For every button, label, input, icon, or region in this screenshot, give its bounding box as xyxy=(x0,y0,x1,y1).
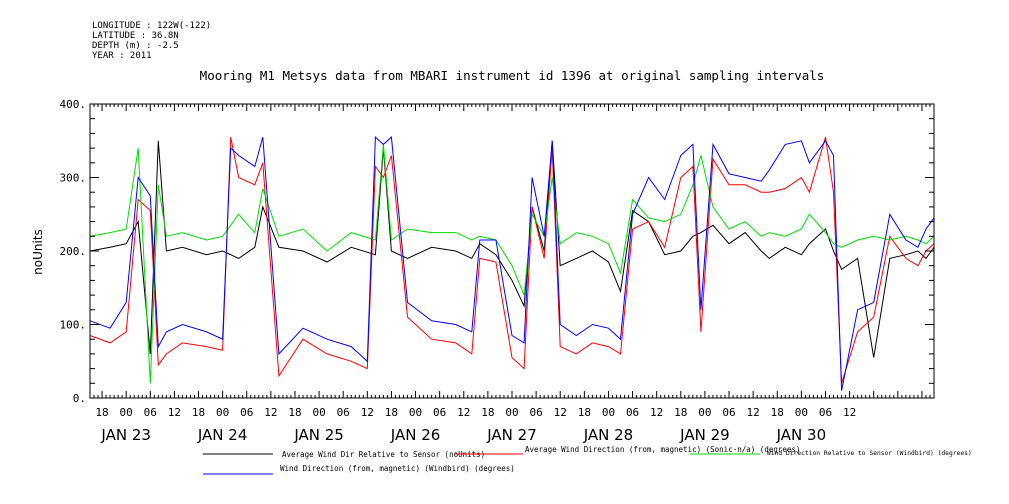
x-hour-label: 00 xyxy=(698,406,711,419)
x-hour-label: 12 xyxy=(361,406,374,419)
y-tick-label: 300. xyxy=(60,172,87,185)
x-date-label: JAN 28 xyxy=(583,426,634,444)
x-hour-label: 00 xyxy=(216,406,229,419)
plot-frame xyxy=(89,103,935,399)
legend: Average Wind Dir Relative to Sensor (noU… xyxy=(203,445,972,475)
legend-label: Wind Direction (from, magnetic) (Windbir… xyxy=(280,464,515,473)
x-date-label: JAN 29 xyxy=(679,426,730,444)
x-hour-label: 06 xyxy=(240,406,253,419)
y-axis-label: noUnits xyxy=(31,229,45,275)
x-hour-label: 00 xyxy=(312,406,325,419)
legend-label: Wind Direction Relative to Sensor (Windb… xyxy=(767,450,972,457)
series-line-1 xyxy=(89,140,935,358)
y-tick-label: 0. xyxy=(73,392,86,405)
series-line-4 xyxy=(89,136,935,391)
x-hour-label: 00 xyxy=(120,406,133,419)
x-hour-label: 18 xyxy=(192,406,205,419)
x-hour-label: 12 xyxy=(264,406,277,419)
x-date-label: JAN 25 xyxy=(293,426,344,444)
series-line-3 xyxy=(89,144,935,384)
x-hour-label: 18 xyxy=(288,406,301,419)
x-hour-label: 12 xyxy=(650,406,663,419)
y-tick-label: 200. xyxy=(60,245,87,258)
x-hour-label: 06 xyxy=(529,406,542,419)
x-hour-label: 00 xyxy=(602,406,615,419)
legend-label: Average Wind Dir Relative to Sensor (noU… xyxy=(282,450,485,459)
latitude-label: LATITUDE : 36.8N xyxy=(92,31,179,41)
x-hour-label: 06 xyxy=(819,406,832,419)
x-hour-label: 18 xyxy=(385,406,398,419)
series-line-2 xyxy=(89,136,935,384)
axes-layer: 0. 100. 200. 300. 400. 18 00 06 12 18 00 06 12 18 00 06… xyxy=(60,98,935,444)
x-hour-label: 18 xyxy=(481,406,494,419)
year-label: YEAR : 2011 xyxy=(92,51,152,61)
x-hour-label: 06 xyxy=(433,406,446,419)
x-hour-label: 18 xyxy=(578,406,591,419)
depth-label: DEPTH (m) : -2.5 xyxy=(92,41,179,51)
series-layer xyxy=(89,136,935,391)
x-hour-label: 18 xyxy=(771,406,784,419)
y-tick-label: 100. xyxy=(60,319,87,332)
x-date-label: JAN 27 xyxy=(486,426,537,444)
x-hour-label: 12 xyxy=(843,406,856,419)
x-hour-label: 00 xyxy=(409,406,422,419)
x-hour-label: 00 xyxy=(795,406,808,419)
x-hour-label: 06 xyxy=(626,406,639,419)
x-hour-label: 18 xyxy=(95,406,108,419)
x-date-label: JAN 26 xyxy=(390,426,441,444)
x-date-label: JAN 30 xyxy=(776,426,827,444)
metadata-block: LONGITUDE : 122W(-122) LATITUDE : 36.8N … xyxy=(92,21,211,61)
x-date-label: JAN 24 xyxy=(197,426,248,444)
longitude-label: LONGITUDE : 122W(-122) xyxy=(92,21,212,31)
x-hour-label: 06 xyxy=(337,406,350,419)
x-hour-label: 12 xyxy=(168,406,181,419)
x-date-label: JAN 23 xyxy=(100,426,151,444)
x-hour-label: 06 xyxy=(144,406,157,419)
y-tick-label: 400. xyxy=(60,98,87,111)
x-hour-label: 12 xyxy=(457,406,470,419)
chart-title: Mooring M1 Metsys data from MBARI instru… xyxy=(200,68,825,83)
x-hour-label: 12 xyxy=(554,406,567,419)
x-hour-label: 00 xyxy=(505,406,518,419)
x-hour-label: 06 xyxy=(722,406,735,419)
legend-label: Average Wind Direction (from, magnetic) … xyxy=(525,445,800,454)
x-hour-label: 12 xyxy=(747,406,760,419)
x-hour-label: 18 xyxy=(674,406,687,419)
